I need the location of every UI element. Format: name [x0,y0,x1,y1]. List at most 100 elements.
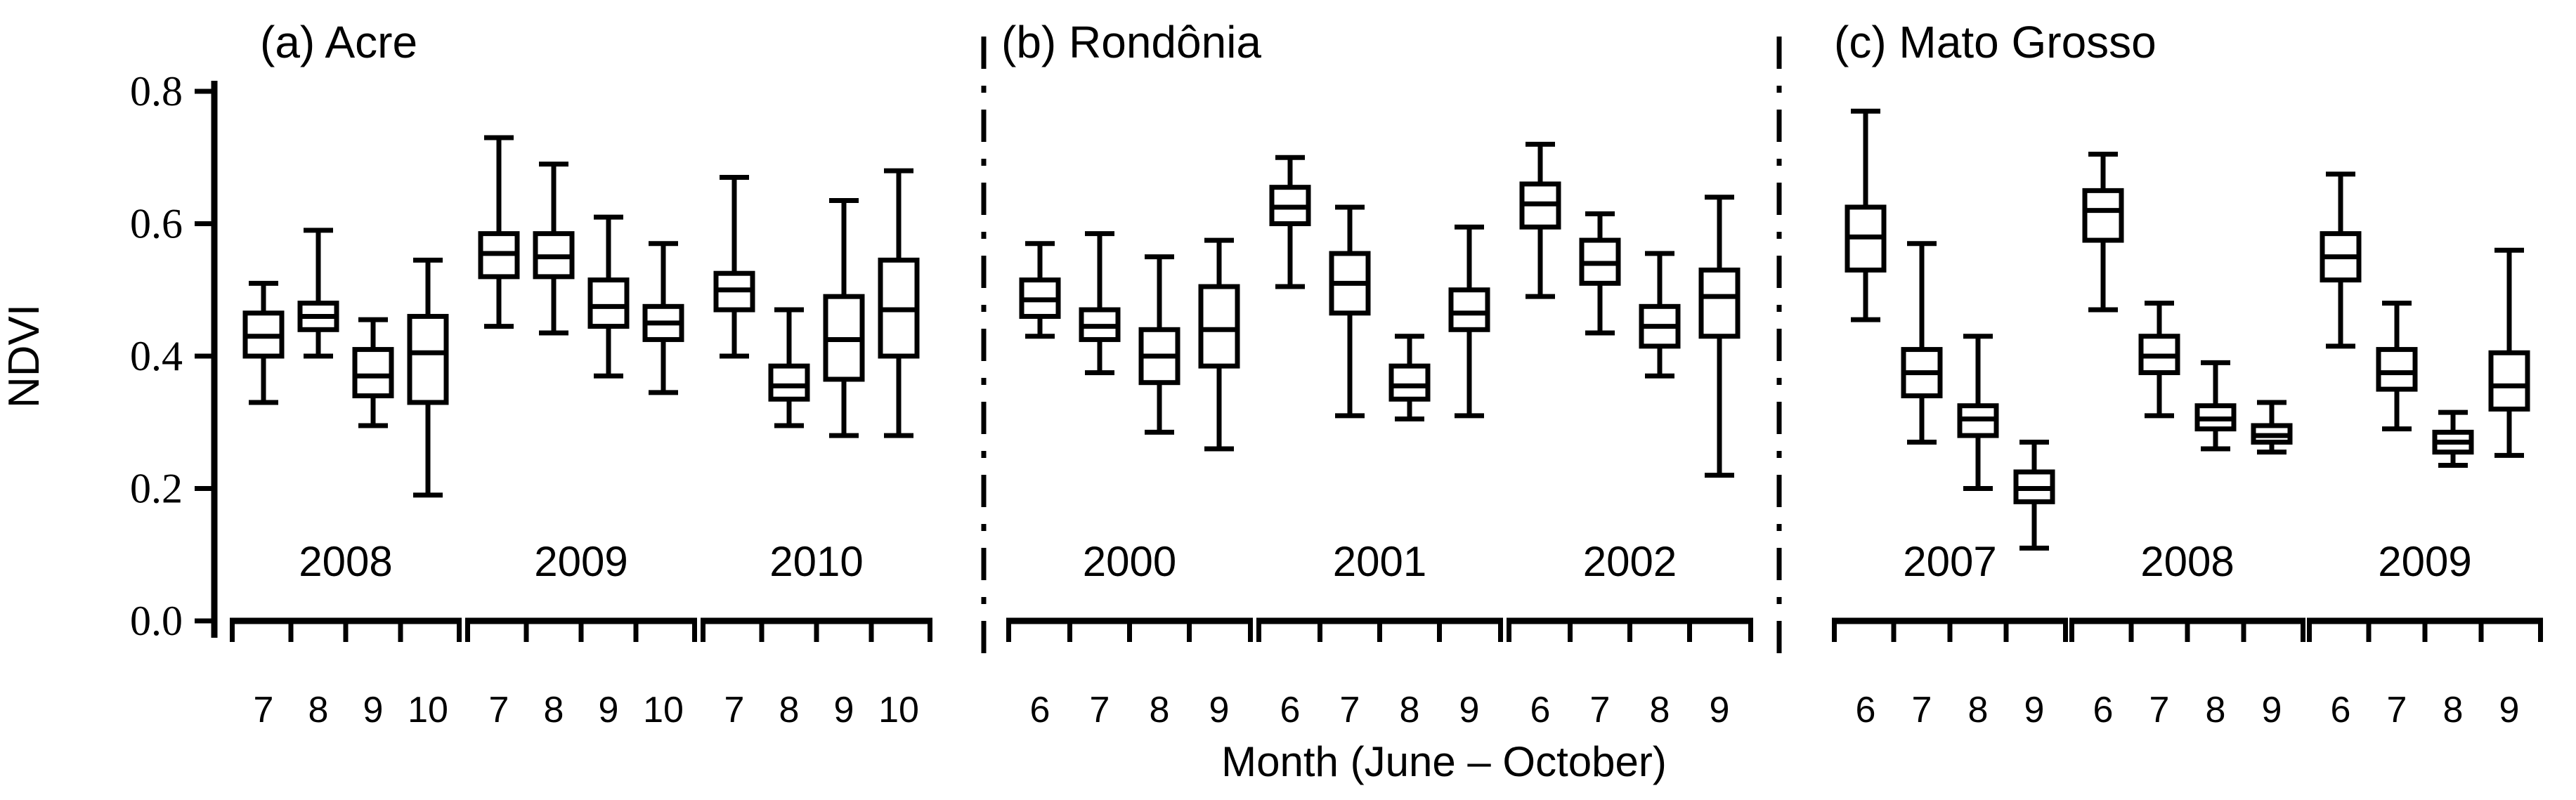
month-label-mato-grosso-2009-6: 6 [2331,690,2351,730]
month-label-mato-grosso-2009-7: 7 [2387,690,2407,730]
boxplot-rondonia-2002-m9 [1698,195,1741,478]
month-label-acre-2009-10: 10 [643,690,684,730]
month-label-mato-grosso-2007-7: 7 [1912,690,1932,730]
month-label-rondonia-2000-7: 7 [1090,690,1110,730]
month-label-rondonia-2001-8: 8 [1400,690,1420,730]
month-label-acre-2010-9: 9 [834,690,854,730]
month-label-mato-grosso-2007-8: 8 [1968,690,1989,730]
boxplot-rondonia-2000-m6 [1019,241,1061,339]
box-rect [2488,350,2530,412]
box-rect [407,313,449,405]
panel-title-acre: (a) Acre [260,17,417,67]
month-label-mato-grosso-2008-8: 8 [2206,690,2226,730]
month-label-mato-grosso-2008-6: 6 [2093,690,2114,730]
month-label-rondonia-2000-6: 6 [1030,690,1050,730]
month-label-rondonia-2002-8: 8 [1650,690,1670,730]
year-label-2007: 2007 [1903,538,1996,585]
boxplot-acre-2008-m10 [407,257,449,498]
month-label-mato-grosso-2008-9: 9 [2262,690,2282,730]
year-label-2009: 2009 [534,538,627,585]
month-label-mato-grosso-2007-6: 6 [1856,690,1876,730]
month-label-acre-2010-7: 7 [724,690,745,730]
box-rect [2082,188,2124,243]
boxplot-mato-grosso-2007-m9 [2013,440,2055,551]
box-rect [1198,284,1240,369]
year-label-2000: 2000 [1083,538,1176,585]
boxplot-rondonia-2000-m8 [1138,254,1180,435]
year-group-acre-2008 [230,228,462,642]
month-label-rondonia-2000-9: 9 [1209,690,1230,730]
year-group-mato-grosso-2009 [2307,171,2543,642]
boxplot-acre-2010-m9 [823,198,865,438]
boxplot-rondonia-2001-m7 [1329,204,1371,419]
month-label-mato-grosso-2009-8: 8 [2443,690,2464,730]
boxplot-acre-2010-m8 [768,307,810,428]
month-label-rondonia-2002-6: 6 [1530,690,1551,730]
month-label-acre-2008-9: 9 [363,690,384,730]
box-rect [768,363,810,402]
month-label-acre-2008-7: 7 [254,690,274,730]
box-rect [1698,267,1741,339]
boxplot-acre-2009-m9 [587,214,630,379]
year-group-acre-2009 [465,135,697,642]
boxplot-acre-2009-m7 [478,135,520,329]
year-label-2001: 2001 [1333,538,1426,585]
boxplot-rondonia-2002-m7 [1579,211,1621,336]
month-label-rondonia-2001-7: 7 [1340,690,1360,730]
year-label-2010: 2010 [769,538,863,585]
box-rect [2376,347,2418,392]
month-label-rondonia-2001-9: 9 [1459,690,1480,730]
year-group-rondonia-2002 [1507,141,1753,642]
month-label-rondonia-2002-7: 7 [1590,690,1611,730]
month-label-acre-2008-10: 10 [408,690,448,730]
boxplot-mato-grosso-2007-m8 [1957,334,1999,491]
month-label-acre-2009-9: 9 [599,690,619,730]
box-rect [352,347,394,399]
y-tick-label-0.4: 0.4 [130,333,183,379]
y-tick-label-0.2: 0.2 [130,466,183,512]
boxplot-rondonia-2000-m9 [1198,237,1240,452]
month-label-mato-grosso-2007-9: 9 [2024,690,2045,730]
box-rect [1388,363,1431,402]
month-label-acre-2010-8: 8 [779,690,800,730]
year-label-2008: 2008 [299,538,392,585]
year-label-2009: 2009 [2378,538,2471,585]
month-label-acre-2009-7: 7 [489,690,509,730]
boxplot-rondonia-2001-m6 [1269,155,1311,289]
boxplot-rondonia-2002-m8 [1639,251,1681,379]
y-tick-label-0.8: 0.8 [130,68,183,114]
boxplot-mato-grosso-2008-m6 [2082,152,2124,313]
year-group-rondonia-2000 [1006,231,1253,642]
boxplot-acre-2008-m7 [242,280,285,405]
box-rect [1448,287,1490,332]
year-group-mato-grosso-2008 [2069,152,2305,642]
y-tick-label-0.0: 0.0 [130,598,183,644]
boxplot-mato-grosso-2009-m9 [2488,247,2530,458]
boxplot-mato-grosso-2007-m6 [1845,108,1887,322]
month-label-acre-2009-8: 8 [544,690,564,730]
boxplot-mato-grosso-2009-m8 [2432,409,2474,468]
month-label-acre-2010-10: 10 [878,690,919,730]
month-label-rondonia-2001-6: 6 [1280,690,1301,730]
boxplot-mato-grosso-2008-m8 [2194,360,2237,452]
boxplot-acre-2010-m7 [713,175,755,359]
boxplot-mato-grosso-2008-m7 [2138,301,2180,419]
x-axis-title: Month (June – October) [1221,738,1667,785]
month-label-rondonia-2000-8: 8 [1150,690,1170,730]
boxplot-mato-grosso-2009-m7 [2376,301,2418,432]
y-axis-title: NDVI [0,304,48,408]
boxplot-acre-2008-m8 [297,228,339,359]
panel-title-rondonia: (b) Rondônia [1001,17,1261,67]
year-group-mato-grosso-2007 [1832,108,2068,642]
boxplot-rondonia-2000-m7 [1079,231,1121,376]
boxplot-rondonia-2001-m8 [1388,334,1431,422]
panel-title-mato-grosso: (c) Mato Grosso [1834,17,2157,67]
box-rect [587,277,630,329]
year-label-2008: 2008 [2140,538,2234,585]
month-label-mato-grosso-2008-7: 7 [2149,690,2170,730]
year-label-2002: 2002 [1583,538,1677,585]
y-tick-label-0.6: 0.6 [130,201,183,247]
boxplot-rondonia-2001-m9 [1448,224,1490,419]
